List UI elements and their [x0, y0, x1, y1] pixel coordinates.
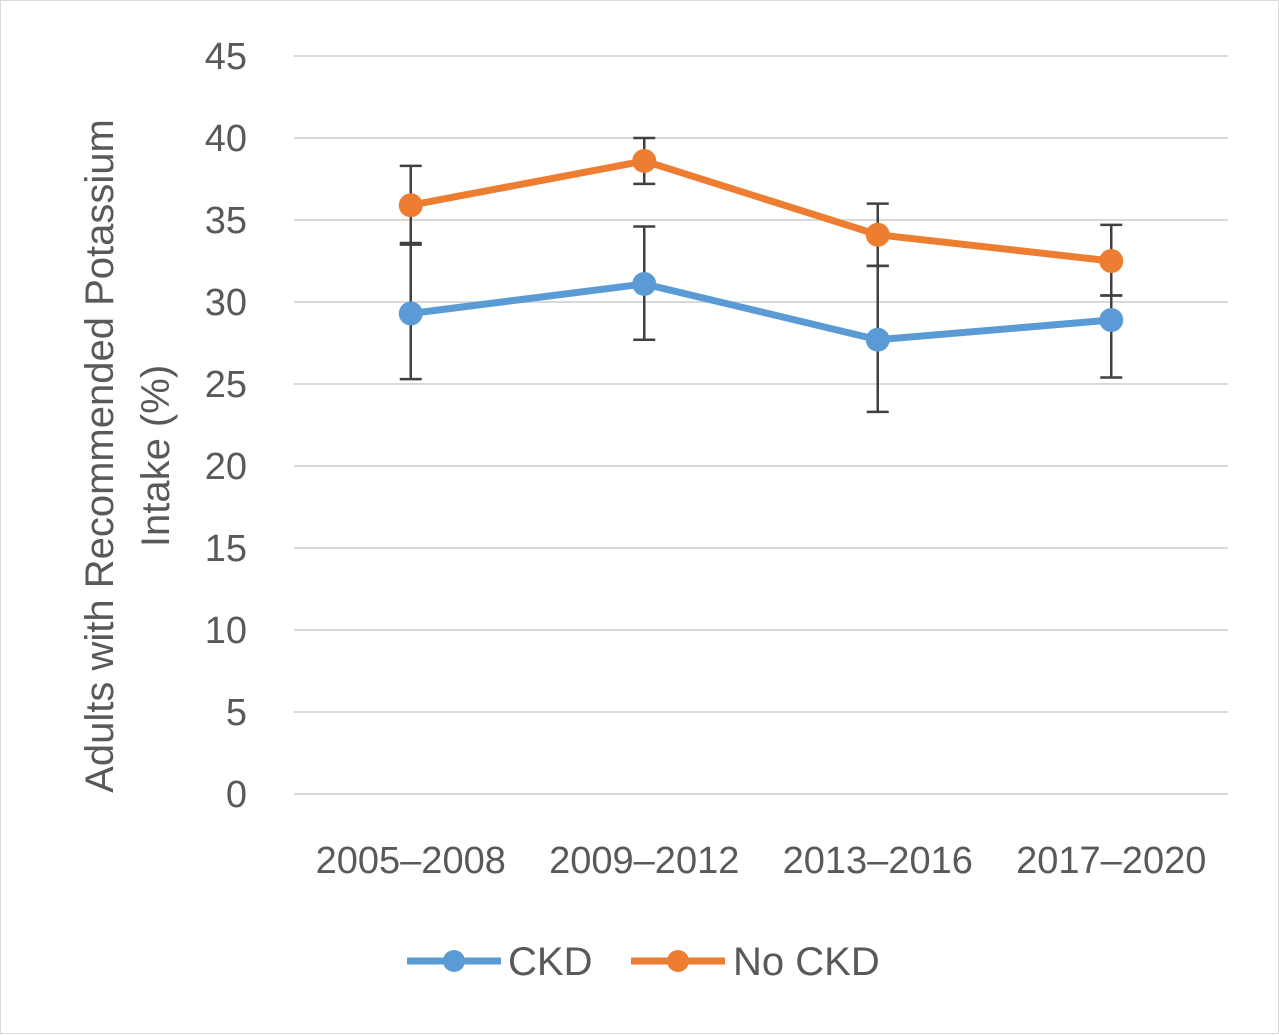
- legend-swatch-marker-no-ckd: [667, 950, 689, 972]
- data-point-ckd-2013-2016: [865, 327, 890, 352]
- y-tick-label-5: 5: [226, 692, 247, 734]
- y-tick-label-10: 10: [205, 610, 247, 652]
- y-tick-label-35: 35: [205, 200, 247, 242]
- y-tick-label-15: 15: [205, 528, 247, 570]
- legend: CKD No CKD: [407, 940, 880, 984]
- gridlines: [294, 55, 1228, 795]
- legend-swatch-marker-ckd: [443, 950, 465, 972]
- data-point-ckd-2005-2008: [398, 301, 423, 326]
- legend-label-no-ckd: No CKD: [733, 940, 880, 984]
- y-axis-title-line-1: Adults with Recommended Potassium: [78, 119, 122, 793]
- legend-entry-no-ckd: No CKD: [631, 940, 880, 984]
- series-line-no-ckd: [407, 157, 1115, 265]
- error-bar-ckd-3: [1100, 294, 1123, 379]
- legend-label-ckd: CKD: [508, 940, 592, 984]
- y-axis-title: Adults with Recommended Potassium Intake…: [78, 119, 178, 793]
- series: [398, 148, 1124, 352]
- error-bars: [399, 136, 1123, 414]
- data-point-ckd-2009-2012: [632, 271, 657, 296]
- x-tick-label-2013-2016: 2013–2016: [783, 840, 973, 882]
- legend-entry-ckd: CKD: [407, 940, 592, 984]
- x-axis-ticks: 2005–2008 2009–2012 2013–2016 2017–2020: [316, 840, 1207, 882]
- y-tick-label-20: 20: [205, 446, 247, 488]
- data-point-no-ckd-2013-2016: [865, 222, 890, 247]
- y-tick-label-45: 45: [205, 36, 247, 78]
- data-point-ckd-2017-2020: [1099, 308, 1124, 333]
- y-axis-title-line-2: Intake (%): [134, 365, 178, 547]
- y-axis-ticks: 0 5 10 15 20 25 30 35 40 45: [205, 36, 247, 816]
- x-tick-label-2005-2008: 2005–2008: [316, 840, 506, 882]
- data-point-no-ckd-2009-2012: [632, 148, 657, 173]
- x-tick-label-2017-2020: 2017–2020: [1016, 840, 1206, 882]
- series-line-ckd: [407, 280, 1115, 344]
- data-point-no-ckd-2005-2008: [398, 193, 423, 218]
- data-point-no-ckd-2017-2020: [1099, 249, 1124, 273]
- y-tick-label-25: 25: [205, 364, 247, 406]
- x-tick-label-2009-2012: 2009–2012: [549, 840, 739, 882]
- y-tick-label-30: 30: [205, 282, 247, 324]
- y-tick-label-0: 0: [226, 774, 247, 816]
- y-tick-label-40: 40: [205, 118, 247, 160]
